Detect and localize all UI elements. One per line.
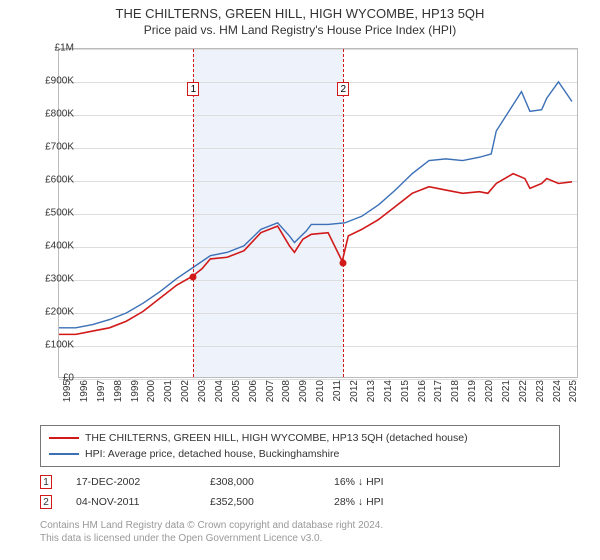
legend-label: THE CHILTERNS, GREEN HILL, HIGH WYCOMBE,… bbox=[85, 432, 468, 444]
y-axis-label: £700K bbox=[24, 142, 74, 153]
x-axis-label: 2011 bbox=[332, 380, 343, 418]
y-axis-label: £300K bbox=[24, 274, 74, 285]
y-axis-label: £200K bbox=[24, 307, 74, 318]
transaction-price: £308,000 bbox=[210, 476, 310, 488]
series-hpi bbox=[59, 82, 572, 328]
chart-plot-area: 12 bbox=[58, 48, 578, 378]
x-axis-label: 1995 bbox=[62, 380, 73, 418]
x-axis-label: 2010 bbox=[315, 380, 326, 418]
y-axis-label: £600K bbox=[24, 175, 74, 186]
transaction-row: 2 04-NOV-2011 £352,500 28% ↓ HPI bbox=[40, 492, 560, 512]
transaction-delta: 28% ↓ HPI bbox=[334, 496, 384, 508]
x-axis-label: 2019 bbox=[467, 380, 478, 418]
legend-item: HPI: Average price, detached house, Buck… bbox=[49, 446, 551, 462]
x-axis-label: 2009 bbox=[298, 380, 309, 418]
x-axis-label: 2004 bbox=[214, 380, 225, 418]
x-axis-label: 2024 bbox=[552, 380, 563, 418]
x-axis-label: 2003 bbox=[197, 380, 208, 418]
x-axis-label: 1999 bbox=[130, 380, 141, 418]
y-axis-label: £100K bbox=[24, 340, 74, 351]
x-axis-label: 2002 bbox=[180, 380, 191, 418]
x-axis-label: 1997 bbox=[96, 380, 107, 418]
transaction-marker: 2 bbox=[40, 495, 52, 509]
transaction-price: £352,500 bbox=[210, 496, 310, 508]
series-price_paid bbox=[59, 174, 572, 335]
x-axis-label: 2018 bbox=[450, 380, 461, 418]
y-axis-label: £400K bbox=[24, 241, 74, 252]
y-axis-label: £500K bbox=[24, 208, 74, 219]
transactions-table: 1 17-DEC-2002 £308,000 16% ↓ HPI 2 04-NOV-201… bbox=[40, 472, 560, 512]
x-axis-label: 2023 bbox=[535, 380, 546, 418]
x-axis-label: 2013 bbox=[366, 380, 377, 418]
x-axis-label: 1996 bbox=[79, 380, 90, 418]
transaction-marker: 1 bbox=[40, 475, 52, 489]
x-axis-label: 2005 bbox=[231, 380, 242, 418]
legend-swatch bbox=[49, 437, 79, 439]
chart-subtitle: Price paid vs. HM Land Registry's House … bbox=[0, 21, 600, 37]
legend-item: THE CHILTERNS, GREEN HILL, HIGH WYCOMBE,… bbox=[49, 430, 551, 446]
footer-line1: Contains HM Land Registry data © Crown c… bbox=[40, 520, 560, 533]
transaction-date: 04-NOV-2011 bbox=[76, 496, 186, 508]
legend-swatch bbox=[49, 453, 79, 455]
footer-attribution: Contains HM Land Registry data © Crown c… bbox=[40, 520, 560, 545]
x-axis-label: 2007 bbox=[265, 380, 276, 418]
x-axis-label: 2008 bbox=[281, 380, 292, 418]
transaction-date: 17-DEC-2002 bbox=[76, 476, 186, 488]
x-axis-label: 2006 bbox=[248, 380, 259, 418]
x-axis-label: 2015 bbox=[400, 380, 411, 418]
x-axis-label: 2025 bbox=[568, 380, 579, 418]
y-axis-label: £900K bbox=[24, 76, 74, 87]
chart-marker: 1 bbox=[187, 82, 199, 96]
y-axis-label: £1M bbox=[24, 43, 74, 54]
x-axis-label: 2012 bbox=[349, 380, 360, 418]
legend-label: HPI: Average price, detached house, Buck… bbox=[85, 448, 339, 460]
legend: THE CHILTERNS, GREEN HILL, HIGH WYCOMBE,… bbox=[40, 425, 560, 467]
x-axis-label: 2016 bbox=[417, 380, 428, 418]
chart-title: THE CHILTERNS, GREEN HILL, HIGH WYCOMBE,… bbox=[0, 0, 600, 21]
x-axis-label: 2021 bbox=[501, 380, 512, 418]
x-axis-label: 2022 bbox=[518, 380, 529, 418]
transaction-row: 1 17-DEC-2002 £308,000 16% ↓ HPI bbox=[40, 472, 560, 492]
footer-line2: This data is licensed under the Open Gov… bbox=[40, 533, 560, 546]
x-axis-label: 2000 bbox=[146, 380, 157, 418]
transaction-delta: 16% ↓ HPI bbox=[334, 476, 384, 488]
y-axis-label: £800K bbox=[24, 109, 74, 120]
x-axis-label: 1998 bbox=[113, 380, 124, 418]
chart-marker: 2 bbox=[337, 82, 349, 96]
x-axis-label: 2014 bbox=[383, 380, 394, 418]
x-axis-label: 2001 bbox=[163, 380, 174, 418]
x-axis-label: 2017 bbox=[433, 380, 444, 418]
x-axis-label: 2020 bbox=[484, 380, 495, 418]
